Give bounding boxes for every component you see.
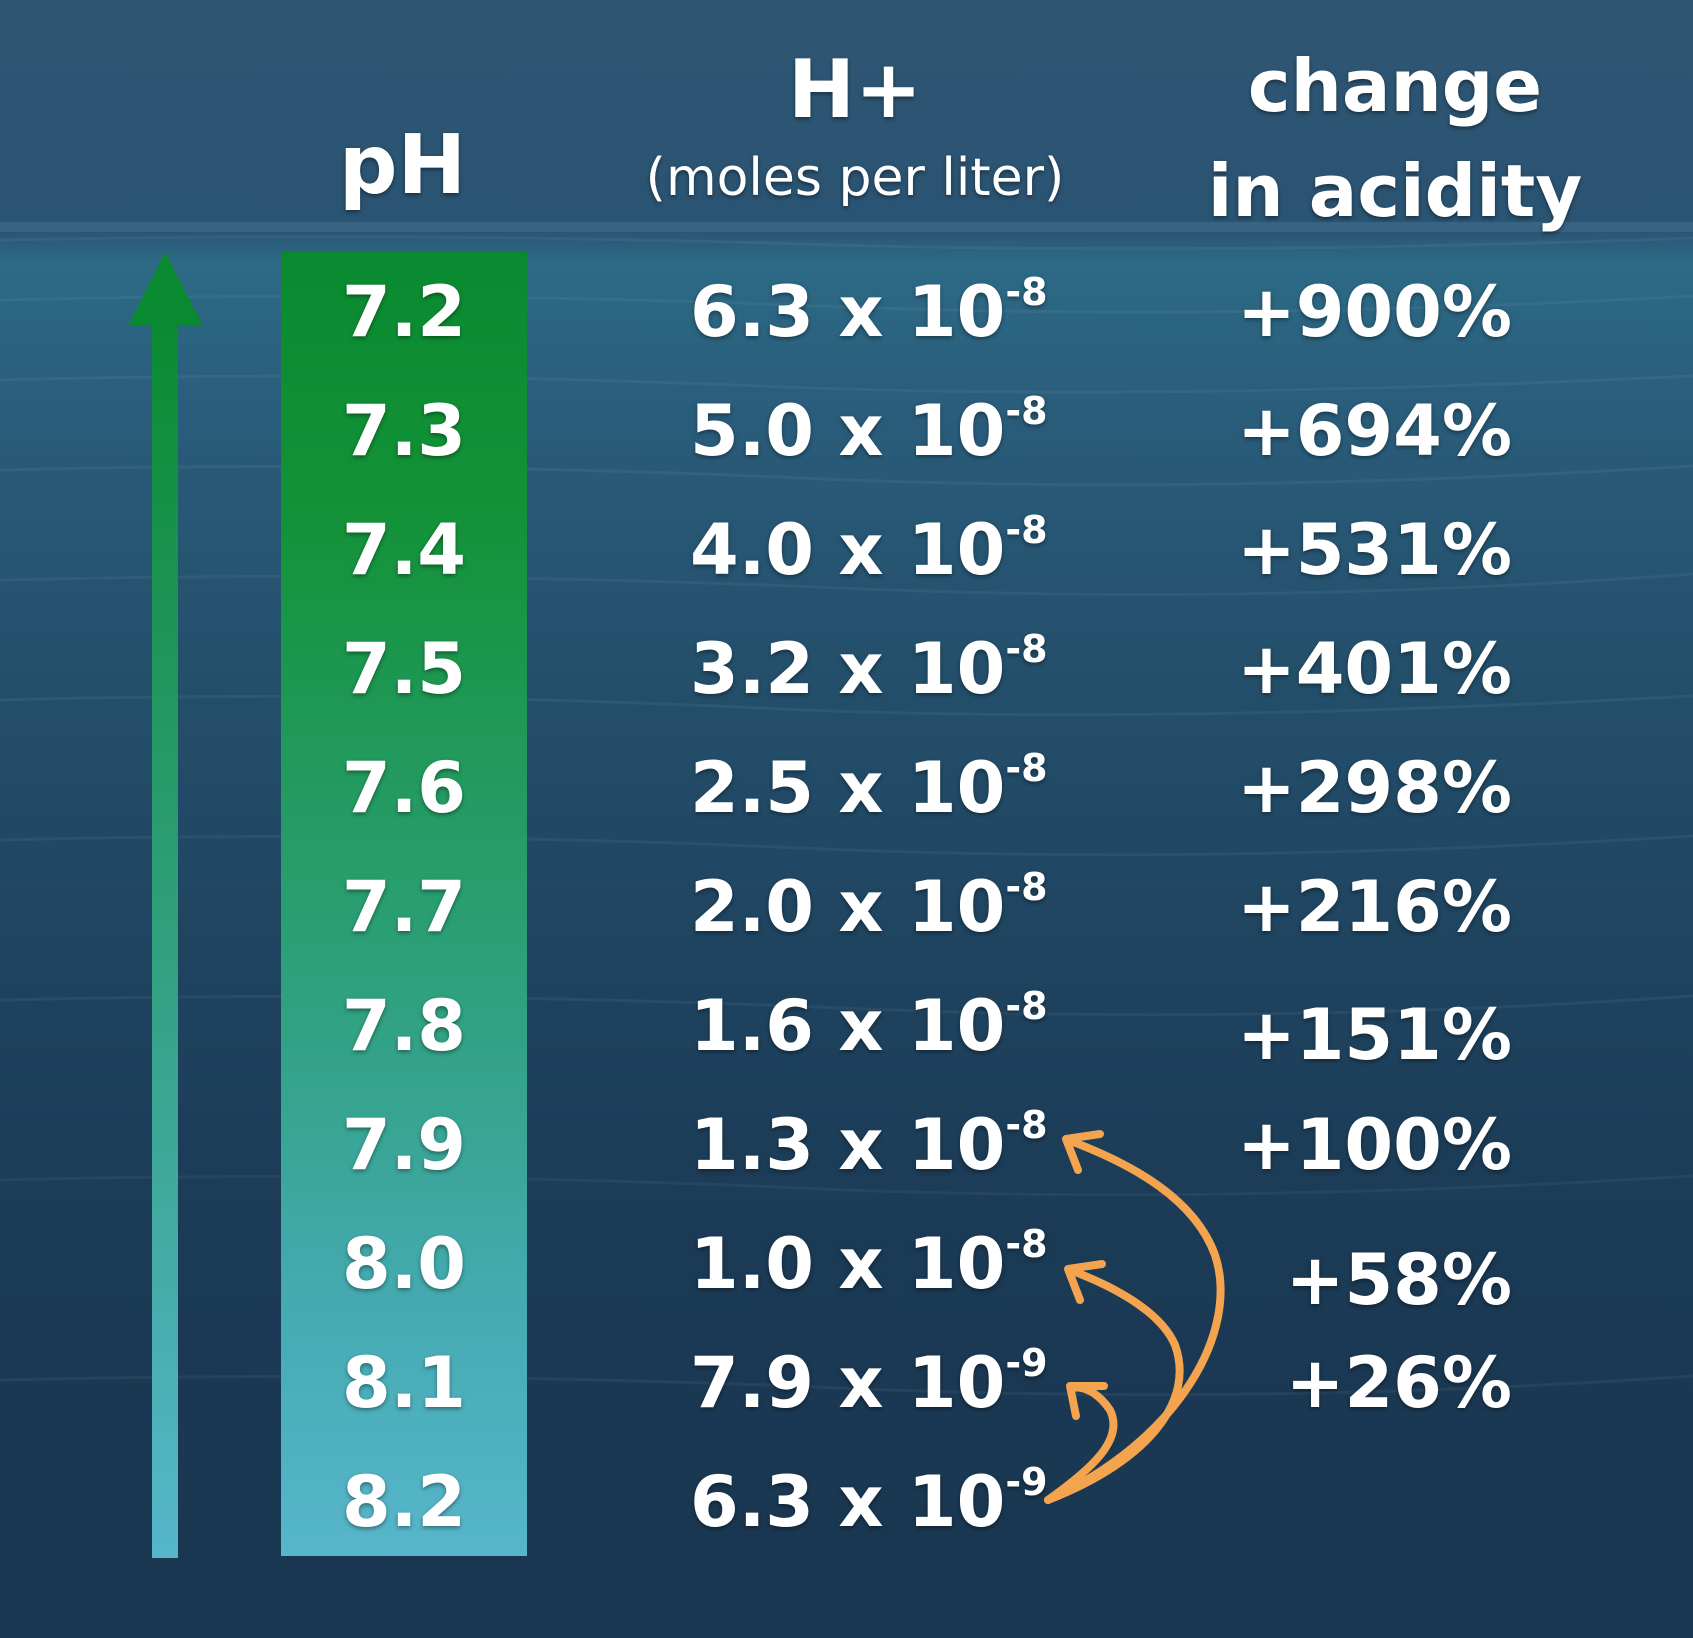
ph-value: 7.5 xyxy=(341,628,466,710)
h-concentration: 6.3 x 10-8 xyxy=(690,273,1048,347)
change-header-line1: change xyxy=(1247,44,1543,128)
h-exponent: -9 xyxy=(1005,1460,1048,1504)
ph-value: 7.7 xyxy=(341,866,466,948)
ph-value: 8.2 xyxy=(341,1461,466,1543)
ph-value: 8.1 xyxy=(341,1342,466,1424)
h-mantissa: 7.9 x 10 xyxy=(690,1342,1006,1424)
h-exponent: -8 xyxy=(1005,270,1048,314)
h-plus-unit: (moles per liter) xyxy=(645,148,1065,208)
h-mantissa: 1.0 x 10 xyxy=(690,1223,1006,1305)
acidity-change: +151% xyxy=(1237,994,1512,1076)
h-concentration: 7.9 x 10-9 xyxy=(690,1344,1048,1418)
acidity-change: +100% xyxy=(1237,1104,1512,1186)
h-mantissa: 6.3 x 10 xyxy=(690,1461,1006,1543)
ph-value: 7.6 xyxy=(341,747,466,829)
h-concentration: 3.2 x 10-8 xyxy=(690,630,1048,704)
ph-value: 7.8 xyxy=(341,985,466,1067)
h-concentration: 1.6 x 10-8 xyxy=(690,987,1048,1061)
acidity-change: +900% xyxy=(1237,271,1512,353)
h-exponent: -8 xyxy=(1005,627,1048,671)
ph-header: pH xyxy=(338,118,467,213)
acidity-change: +216% xyxy=(1237,866,1512,948)
h-exponent: -8 xyxy=(1005,984,1048,1028)
h-mantissa: 1.3 x 10 xyxy=(690,1104,1006,1186)
h-mantissa: 3.2 x 10 xyxy=(690,628,1006,710)
h-mantissa: 5.0 x 10 xyxy=(690,390,1006,472)
h-mantissa: 4.0 x 10 xyxy=(690,509,1006,591)
change-header-line2: in acidity xyxy=(1207,149,1583,233)
acidity-change: +298% xyxy=(1237,747,1512,829)
h-concentration: 1.3 x 10-8 xyxy=(690,1106,1048,1180)
h-exponent: -8 xyxy=(1005,1222,1048,1266)
h-mantissa: 2.0 x 10 xyxy=(690,866,1006,948)
acidity-change: +58% xyxy=(1285,1239,1512,1321)
h-concentration: 1.0 x 10-8 xyxy=(690,1225,1048,1299)
acidity-change: +694% xyxy=(1237,390,1512,472)
h-concentration: 5.0 x 10-8 xyxy=(690,392,1048,466)
h-exponent: -8 xyxy=(1005,508,1048,552)
acidity-change: +26% xyxy=(1285,1342,1512,1424)
ph-value: 7.9 xyxy=(341,1104,466,1186)
h-concentration: 6.3 x 10-9 xyxy=(690,1463,1048,1537)
h-concentration: 2.0 x 10-8 xyxy=(690,868,1048,942)
acidity-change: +531% xyxy=(1237,509,1512,591)
h-mantissa: 1.6 x 10 xyxy=(690,985,1006,1067)
h-exponent: -9 xyxy=(1005,1341,1048,1385)
h-concentration: 2.5 x 10-8 xyxy=(690,749,1048,823)
h-exponent: -8 xyxy=(1005,746,1048,790)
h-concentration: 4.0 x 10-8 xyxy=(690,511,1048,585)
curved-arrow-icon xyxy=(1044,1382,1118,1504)
curved-arrow-icon xyxy=(1044,1130,1225,1504)
ph-value: 7.2 xyxy=(341,271,466,353)
acidity-change: +401% xyxy=(1237,628,1512,710)
h-mantissa: 6.3 x 10 xyxy=(690,271,1006,353)
h-exponent: -8 xyxy=(1005,1103,1048,1147)
h-exponent: -8 xyxy=(1005,389,1048,433)
h-mantissa: 2.5 x 10 xyxy=(690,747,1006,829)
h-plus-header: H+ xyxy=(788,43,922,136)
ph-gradient-column xyxy=(281,252,527,1556)
ph-value: 7.3 xyxy=(341,390,466,472)
ph-value: 8.0 xyxy=(341,1223,466,1305)
ph-value: 7.4 xyxy=(341,509,466,591)
h-exponent: -8 xyxy=(1005,865,1048,909)
